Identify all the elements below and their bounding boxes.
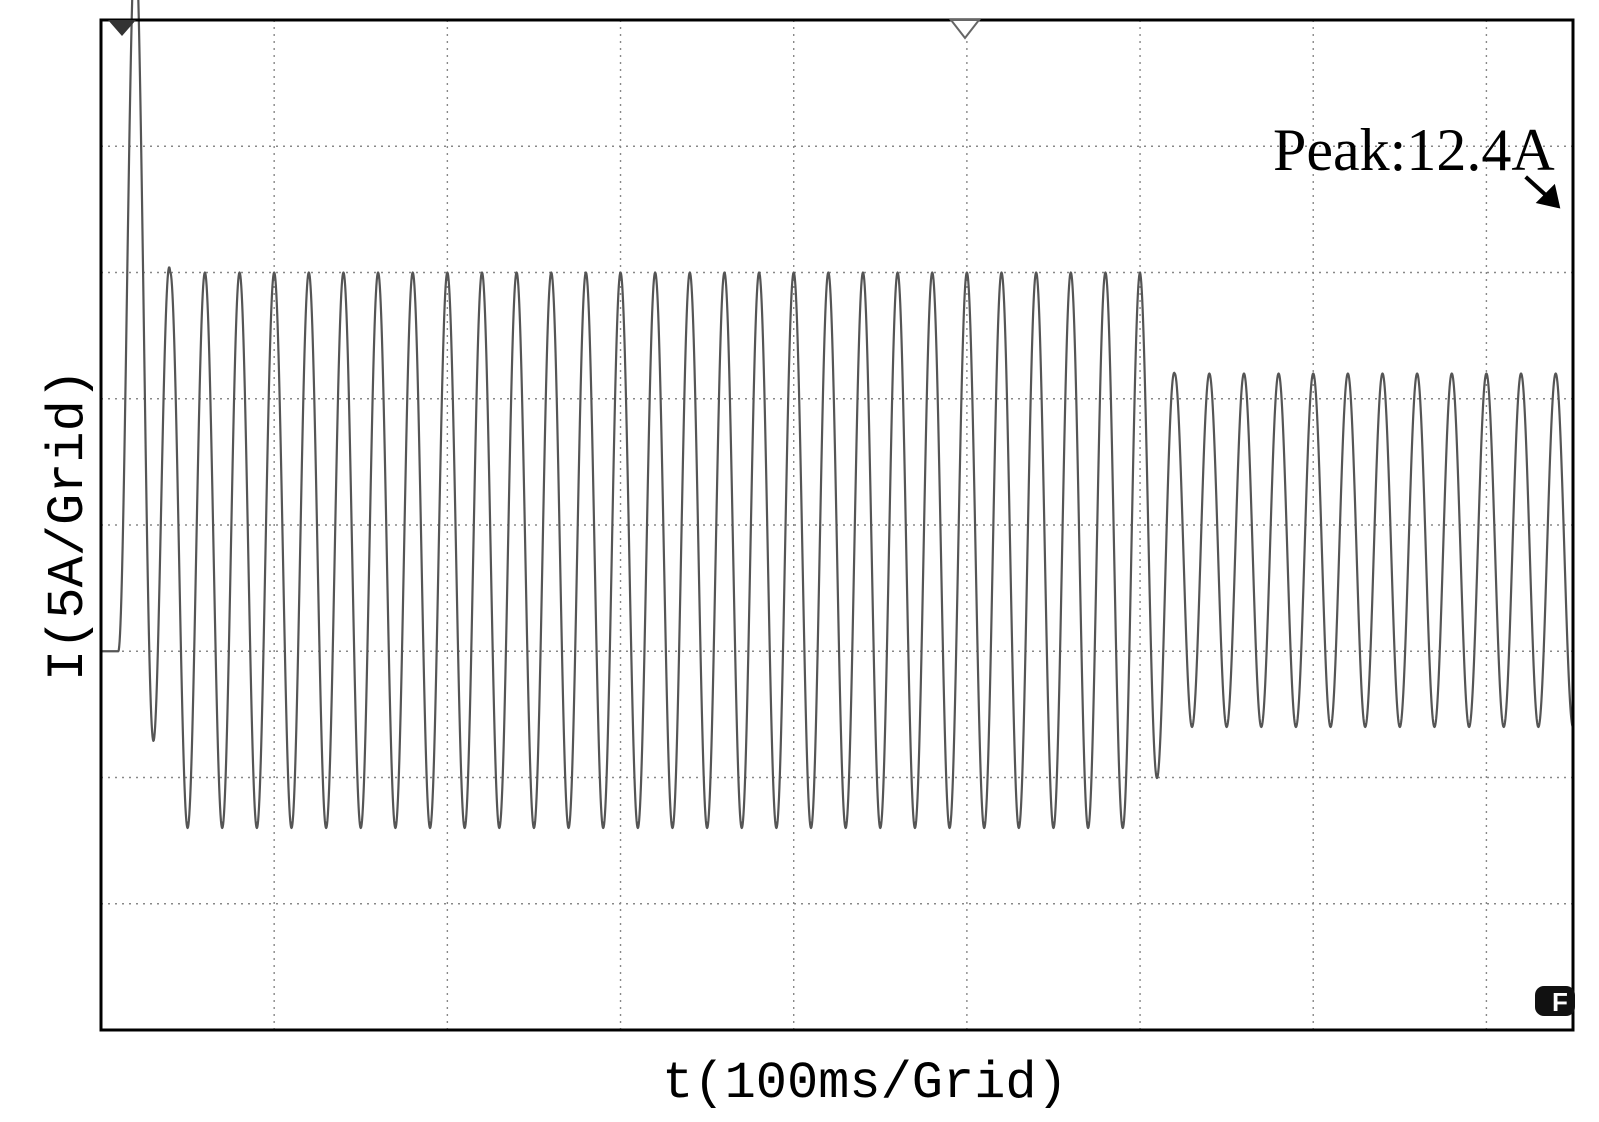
grid-lines [101, 20, 1573, 1030]
peak-annotation: Peak:12.4A [1273, 117, 1561, 209]
peak-arrow-icon [1524, 175, 1561, 209]
trigger-marker-icon [108, 20, 136, 36]
current-waveform-line [100, 0, 1574, 830]
f-badge-icon: F [1535, 986, 1575, 1017]
peak-annotations: Peak:23.5APeak:12.4A [1273, 117, 1561, 209]
plot-frame [99, 18, 1575, 1032]
time-reference-marker-icon [948, 19, 982, 40]
y-axis-label: I(5A/Grid) [39, 369, 98, 681]
peak-label: Peak:12.4A [1273, 117, 1555, 183]
x-axis-label: t(100ms/Grid) [662, 1054, 1068, 1113]
svg-text:F: F [1552, 987, 1568, 1017]
current-trace-group [100, 0, 1574, 830]
